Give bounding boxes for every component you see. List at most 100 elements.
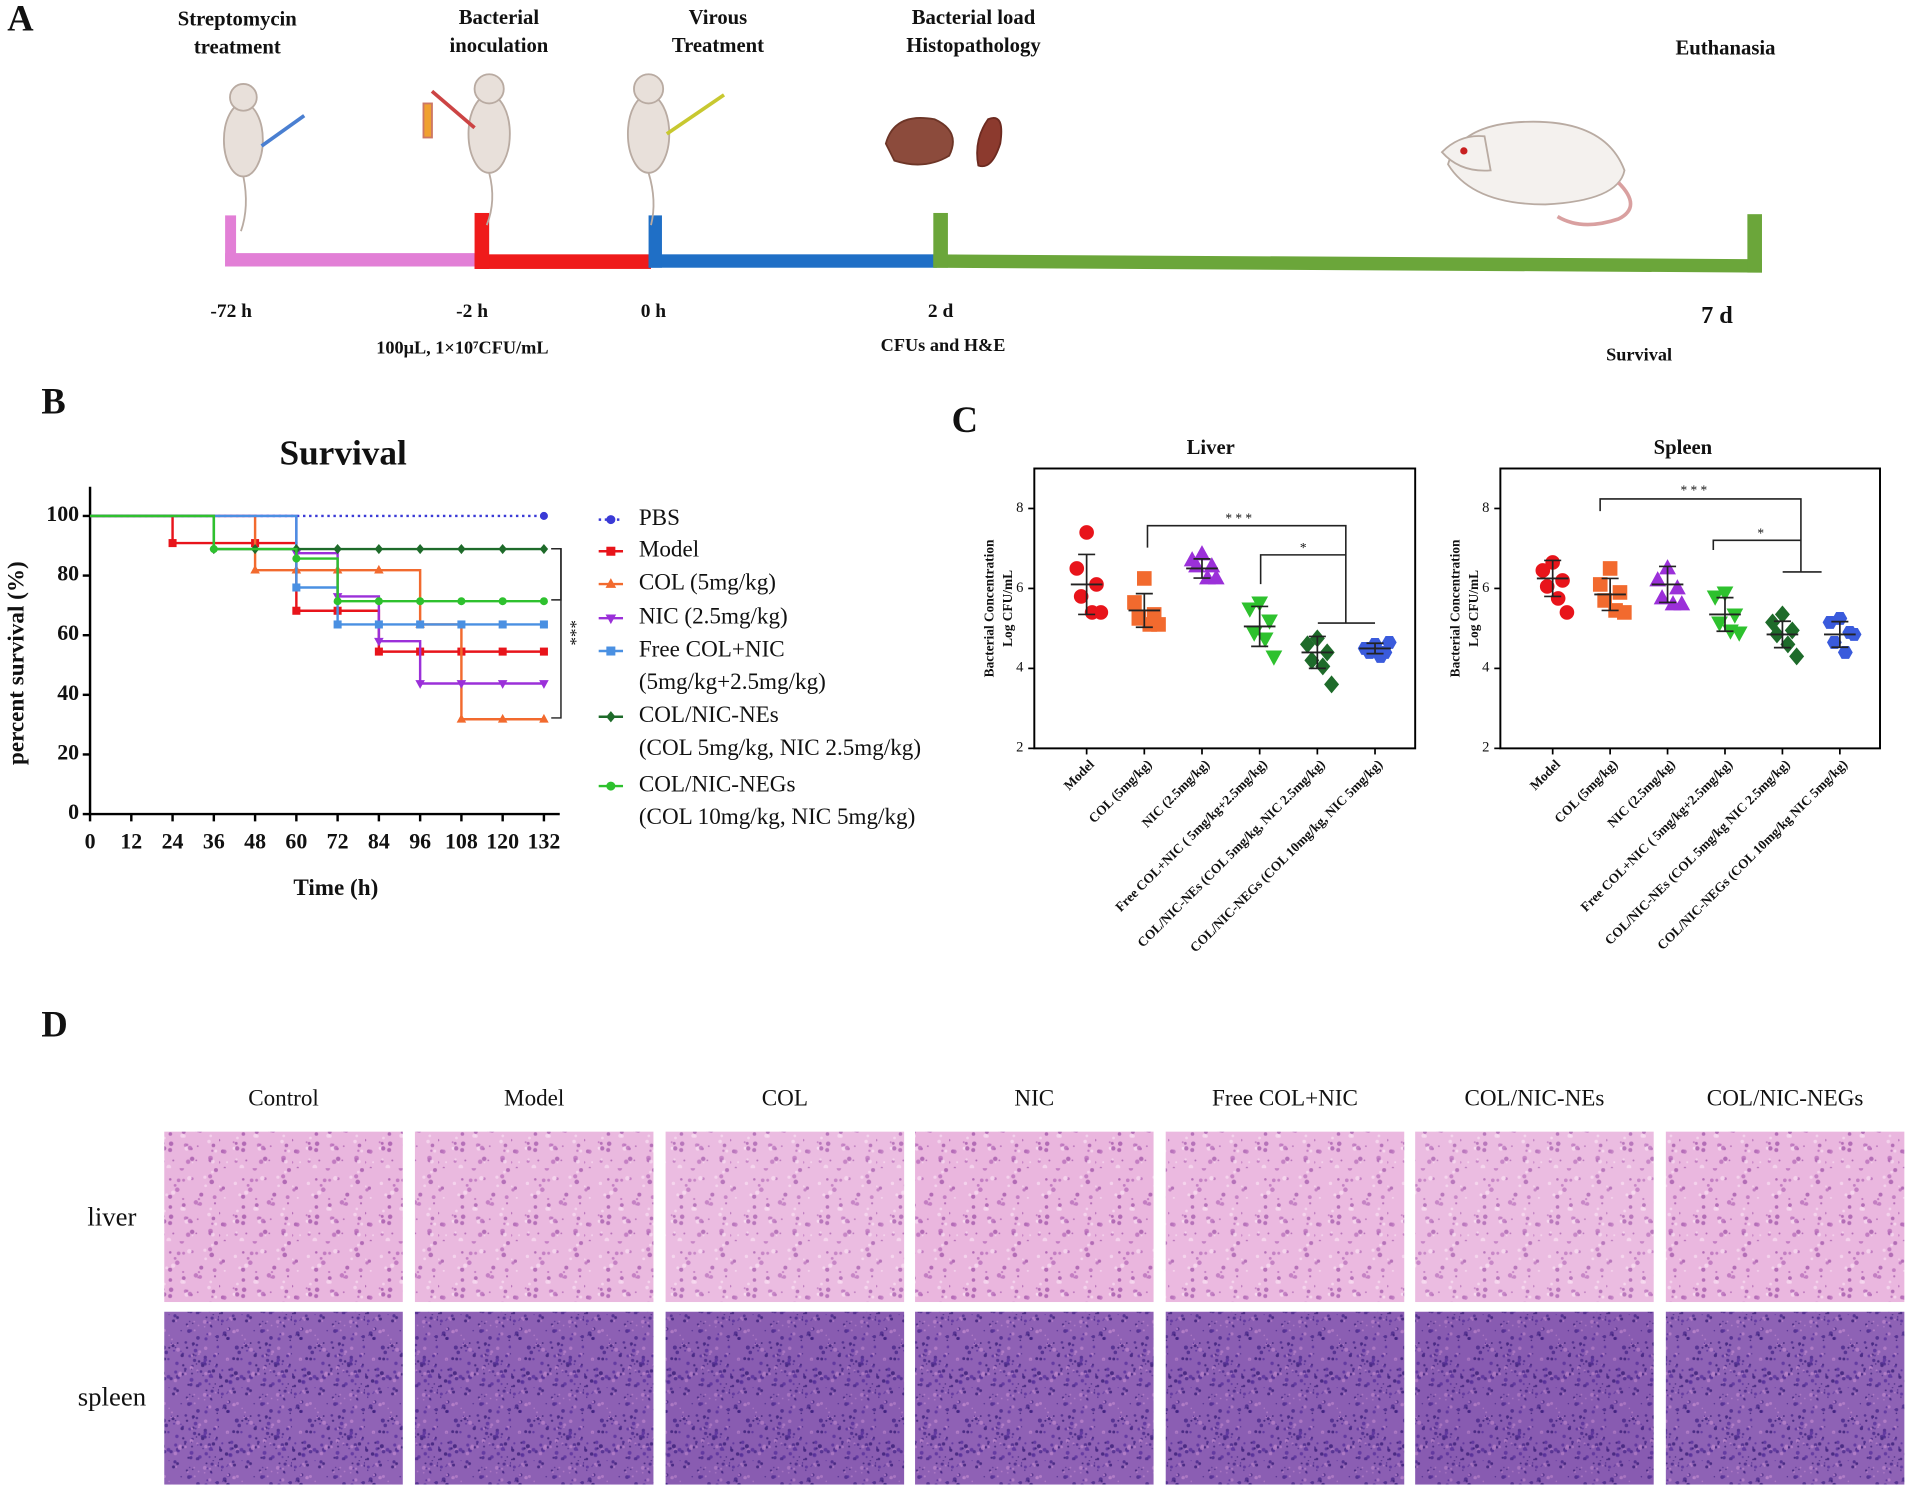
legend-label: NIC (2.5mg/kg) <box>639 602 788 628</box>
image-tint <box>665 1131 905 1303</box>
marker <box>1730 626 1748 642</box>
x-tick-label: 24 <box>162 828 184 853</box>
marker <box>250 564 260 574</box>
column-label: COL <box>762 1084 808 1110</box>
panel-label: B <box>41 381 65 422</box>
marker <box>1649 571 1667 587</box>
marker <box>1550 591 1566 606</box>
marker <box>1612 585 1628 600</box>
legend-label: (5mg/kg+2.5mg/kg) <box>639 668 826 694</box>
marker <box>1093 605 1109 620</box>
marker <box>1592 577 1608 592</box>
marker <box>292 583 301 592</box>
error-bar <box>1831 620 1849 649</box>
note: CFUs and H&E <box>881 335 1006 355</box>
dot-plot: Spleen 2 4 6 8 Bacterial Concentration Log CFU… <box>1448 437 1881 953</box>
survival-line <box>90 514 544 721</box>
stage-label: Treatment <box>672 35 764 57</box>
histology-image <box>1665 1131 1905 1303</box>
marker <box>1241 602 1259 618</box>
histology-image <box>915 1131 1154 1303</box>
timeline-bar <box>225 215 237 267</box>
stage-label: Virous <box>689 7 748 29</box>
legend-label: (COL 10mg/kg, NIC 5mg/kg) <box>639 803 915 829</box>
column-label: Model <box>504 1084 564 1110</box>
image-tint <box>665 1311 905 1485</box>
timeline-bar <box>933 212 948 268</box>
significance-bracket <box>551 548 562 601</box>
y-tick-label: 60 <box>57 620 79 645</box>
histology-image <box>1165 1311 1405 1485</box>
error-bar <box>1135 592 1153 629</box>
y-axis-label: Bacterial Concentration <box>982 539 997 677</box>
marker <box>1669 579 1686 595</box>
marker <box>374 597 383 606</box>
y-tick-label: 6 <box>1016 580 1023 596</box>
legend-label: (COL 5mg/kg, NIC 2.5mg/kg) <box>639 734 921 760</box>
marker <box>1362 646 1377 659</box>
y-axis-label: Log CFU/mL <box>1466 570 1481 647</box>
x-tick-label: 0 <box>85 828 96 853</box>
marker <box>1324 675 1340 694</box>
y-tick-label: 8 <box>1016 500 1023 516</box>
marker <box>333 544 342 555</box>
marker <box>457 544 466 555</box>
illustration <box>222 73 1633 232</box>
survival-line <box>90 514 544 685</box>
marker <box>1780 635 1796 654</box>
marker <box>498 544 507 555</box>
chart-title: Liver <box>1187 437 1235 459</box>
marker <box>539 544 549 555</box>
marker <box>374 564 384 574</box>
timeline-bar <box>648 254 937 268</box>
marker <box>498 647 507 656</box>
legend-label: Model <box>639 536 699 562</box>
stage-label: Bacterial load <box>912 7 1036 29</box>
marker <box>1559 605 1575 620</box>
x-tick-label: 120 <box>486 828 519 853</box>
histology-image <box>1165 1131 1405 1303</box>
histology-image <box>414 1311 654 1485</box>
marker <box>1069 561 1085 576</box>
x-tick-label: 36 <box>203 828 225 853</box>
significance-bracket <box>1259 554 1346 585</box>
timeline-bar <box>474 254 652 269</box>
x-tick-label: 72 <box>327 828 349 853</box>
stage-label: Streptomycin <box>178 8 298 30</box>
error-bar <box>1308 635 1326 670</box>
stage-label: Euthanasia <box>1675 38 1776 60</box>
image-tint <box>915 1131 1154 1303</box>
marker <box>1822 616 1838 629</box>
stage-label: Histopathology <box>906 35 1041 57</box>
significance-label: *** <box>562 620 581 646</box>
time-label: 2 d <box>928 301 954 322</box>
marker <box>1079 525 1094 540</box>
marker <box>606 515 616 525</box>
marker <box>1381 636 1397 649</box>
y-tick-label: 4 <box>1482 660 1490 676</box>
column-label: NIC <box>1014 1084 1054 1110</box>
marker <box>374 637 384 647</box>
time-label: 0 h <box>641 301 667 322</box>
error-bar <box>1544 559 1562 598</box>
image-tint <box>915 1311 1154 1485</box>
survival-line <box>90 514 544 653</box>
marker <box>416 620 425 629</box>
y-tick-label: 0 <box>68 799 79 824</box>
marker <box>497 713 508 723</box>
x-tick-label: 12 <box>120 828 142 853</box>
marker <box>606 546 616 556</box>
x-tick-label: Model <box>1061 756 1098 793</box>
marker <box>374 544 384 555</box>
time-label: 7 d <box>1701 302 1733 329</box>
marker <box>292 606 301 615</box>
x-tick-label: 84 <box>368 828 390 853</box>
marker <box>606 646 616 656</box>
histology-image <box>164 1131 403 1303</box>
histology-image <box>665 1311 905 1485</box>
marker <box>1535 563 1551 578</box>
stage-label: Bacterial <box>459 7 540 29</box>
significance-label: * <box>1757 525 1764 540</box>
marker <box>168 539 177 548</box>
